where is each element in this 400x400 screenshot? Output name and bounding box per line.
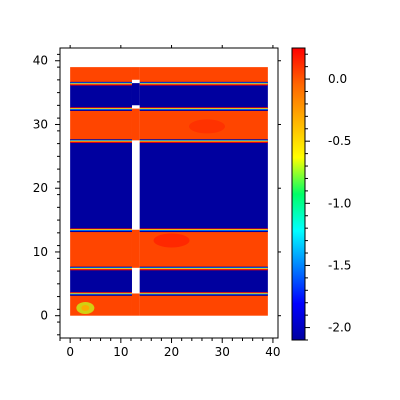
colorbar-tick-label: 0.0 (328, 72, 347, 86)
colorbar-ticks: 0.0 -0.5 -1.0 -1.5 -2.0 (305, 53, 351, 341)
band-transition (70, 109, 268, 111)
band-transition (70, 268, 268, 270)
colorbar-gradient (291, 47, 306, 341)
heatmap-hotspot (153, 233, 190, 248)
gap-cut (131, 105, 140, 109)
band-transition (70, 108, 268, 110)
band-transition (70, 294, 268, 296)
heatmap-band (70, 267, 268, 294)
band-transition (70, 141, 268, 143)
heatmap-band (70, 83, 268, 109)
gap-cut (131, 267, 140, 294)
gap-bridge (131, 108, 140, 141)
heatmap-band (70, 67, 268, 84)
x-tick-label: 30 (215, 345, 230, 359)
band-transition (70, 229, 268, 232)
band-transition (70, 267, 268, 269)
colorbar-tick-label: -1.5 (328, 258, 351, 272)
band-transition (70, 229, 268, 231)
band-transition (70, 139, 268, 142)
gap-bridge (131, 67, 140, 80)
heatmap-band (70, 108, 268, 141)
x-tick-label: 20 (164, 345, 179, 359)
x-tick-label: 0 (66, 345, 74, 359)
band-transition (70, 292, 268, 294)
x-tick-label: 40 (265, 345, 280, 359)
heatmap-band (70, 140, 268, 230)
y-tick-label: 10 (33, 245, 48, 259)
band-transition (70, 107, 268, 109)
band-transition (70, 292, 268, 295)
main-axes: 0 10 20 30 40 0 10 20 30 40 (33, 45, 281, 359)
x-tick-label: 10 (113, 345, 128, 359)
band-transition (70, 84, 268, 86)
band-transition (70, 230, 268, 233)
x-axis-ticks: 0 10 20 30 40 (59, 45, 281, 359)
band-transition (70, 108, 268, 111)
colorbar-tick-label: -0.5 (328, 134, 351, 148)
band-transition (70, 293, 268, 295)
heatmap-layer (70, 66, 268, 317)
y-tick-label: 30 (33, 117, 48, 131)
colorbar-tick-label: -1.0 (328, 196, 351, 210)
band-transition (70, 228, 268, 230)
band-transition (70, 139, 268, 141)
gap-bridge (131, 229, 140, 268)
heatmap-hotspot-core (81, 305, 90, 312)
y-tick-label: 0 (40, 309, 48, 323)
gap-cut (131, 140, 140, 230)
y-tick-label: 40 (33, 54, 48, 68)
band-transition (70, 269, 268, 271)
colorbar: 0.0 -0.5 -1.0 -1.5 -2.0 (291, 47, 351, 341)
gap-bridge (131, 293, 140, 316)
heatmap-band (70, 293, 268, 316)
band-transition (70, 81, 268, 84)
gap-bridge (131, 83, 140, 106)
band-transition (70, 83, 268, 85)
gap-cut (131, 79, 140, 84)
heatmap-hotspot (189, 119, 226, 134)
band-transition (70, 140, 268, 142)
y-tick-label: 20 (33, 181, 48, 195)
y-axis-ticks: 0 10 20 30 40 (33, 54, 281, 336)
band-transition (70, 266, 268, 268)
colorbar-tick-label: -2.0 (328, 321, 351, 335)
band-transition (70, 82, 268, 84)
